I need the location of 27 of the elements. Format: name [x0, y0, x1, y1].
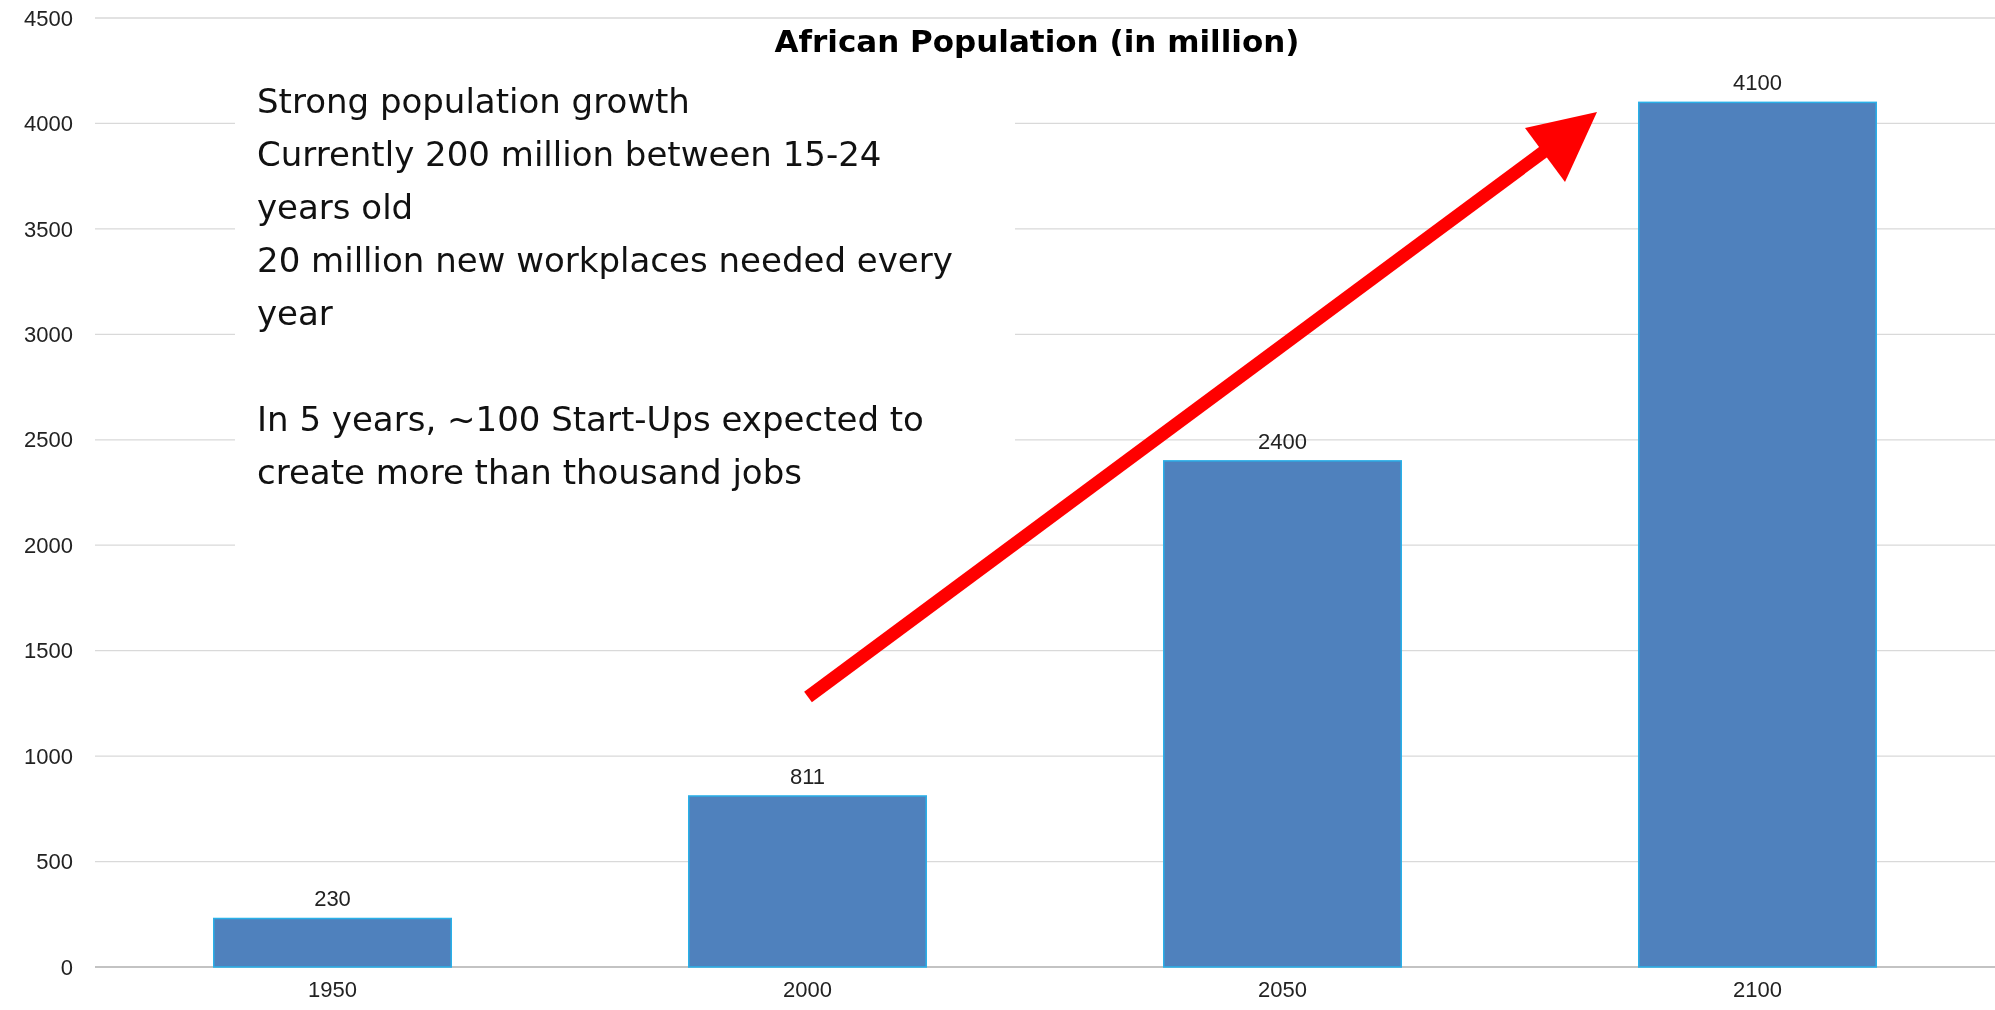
y-tick-label: 0	[60, 954, 73, 980]
data-label: 4100	[1733, 70, 1782, 96]
y-tick-label: 1000	[24, 743, 73, 769]
annotation: In 5 years, ~100 Start-Ups expected to create more than thousand jobs	[257, 399, 924, 492]
y-tick-label: 500	[36, 849, 73, 875]
bar	[1638, 101, 1877, 968]
bar	[1163, 460, 1402, 968]
y-tick-label: 3500	[24, 216, 73, 242]
x-tick-label: 1950	[308, 977, 357, 1002]
annotation: Currently 200 million between 15-24 years old	[257, 134, 882, 227]
x-tick-label: 2000	[783, 977, 832, 1002]
y-tick-label: 4000	[24, 111, 73, 137]
chart-title: African Population (in million)	[774, 23, 1300, 59]
y-tick-label: 1500	[24, 638, 73, 664]
annotation: Strong population growth	[257, 81, 690, 121]
x-tick-label: 2050	[1258, 977, 1307, 1002]
y-tick-label: 2500	[24, 427, 73, 453]
y-tick-label: 4500	[24, 5, 73, 31]
y-tick-label: 3000	[24, 322, 73, 348]
x-tick-label: 2100	[1733, 977, 1782, 1002]
data-label: 2400	[1258, 428, 1307, 454]
annotation: 20 million new workplaces needed every year	[257, 240, 953, 333]
bar	[688, 795, 927, 968]
bar	[213, 917, 452, 968]
data-label: 230	[314, 886, 351, 912]
y-tick-label: 2000	[24, 532, 73, 558]
data-label: 811	[789, 763, 826, 789]
